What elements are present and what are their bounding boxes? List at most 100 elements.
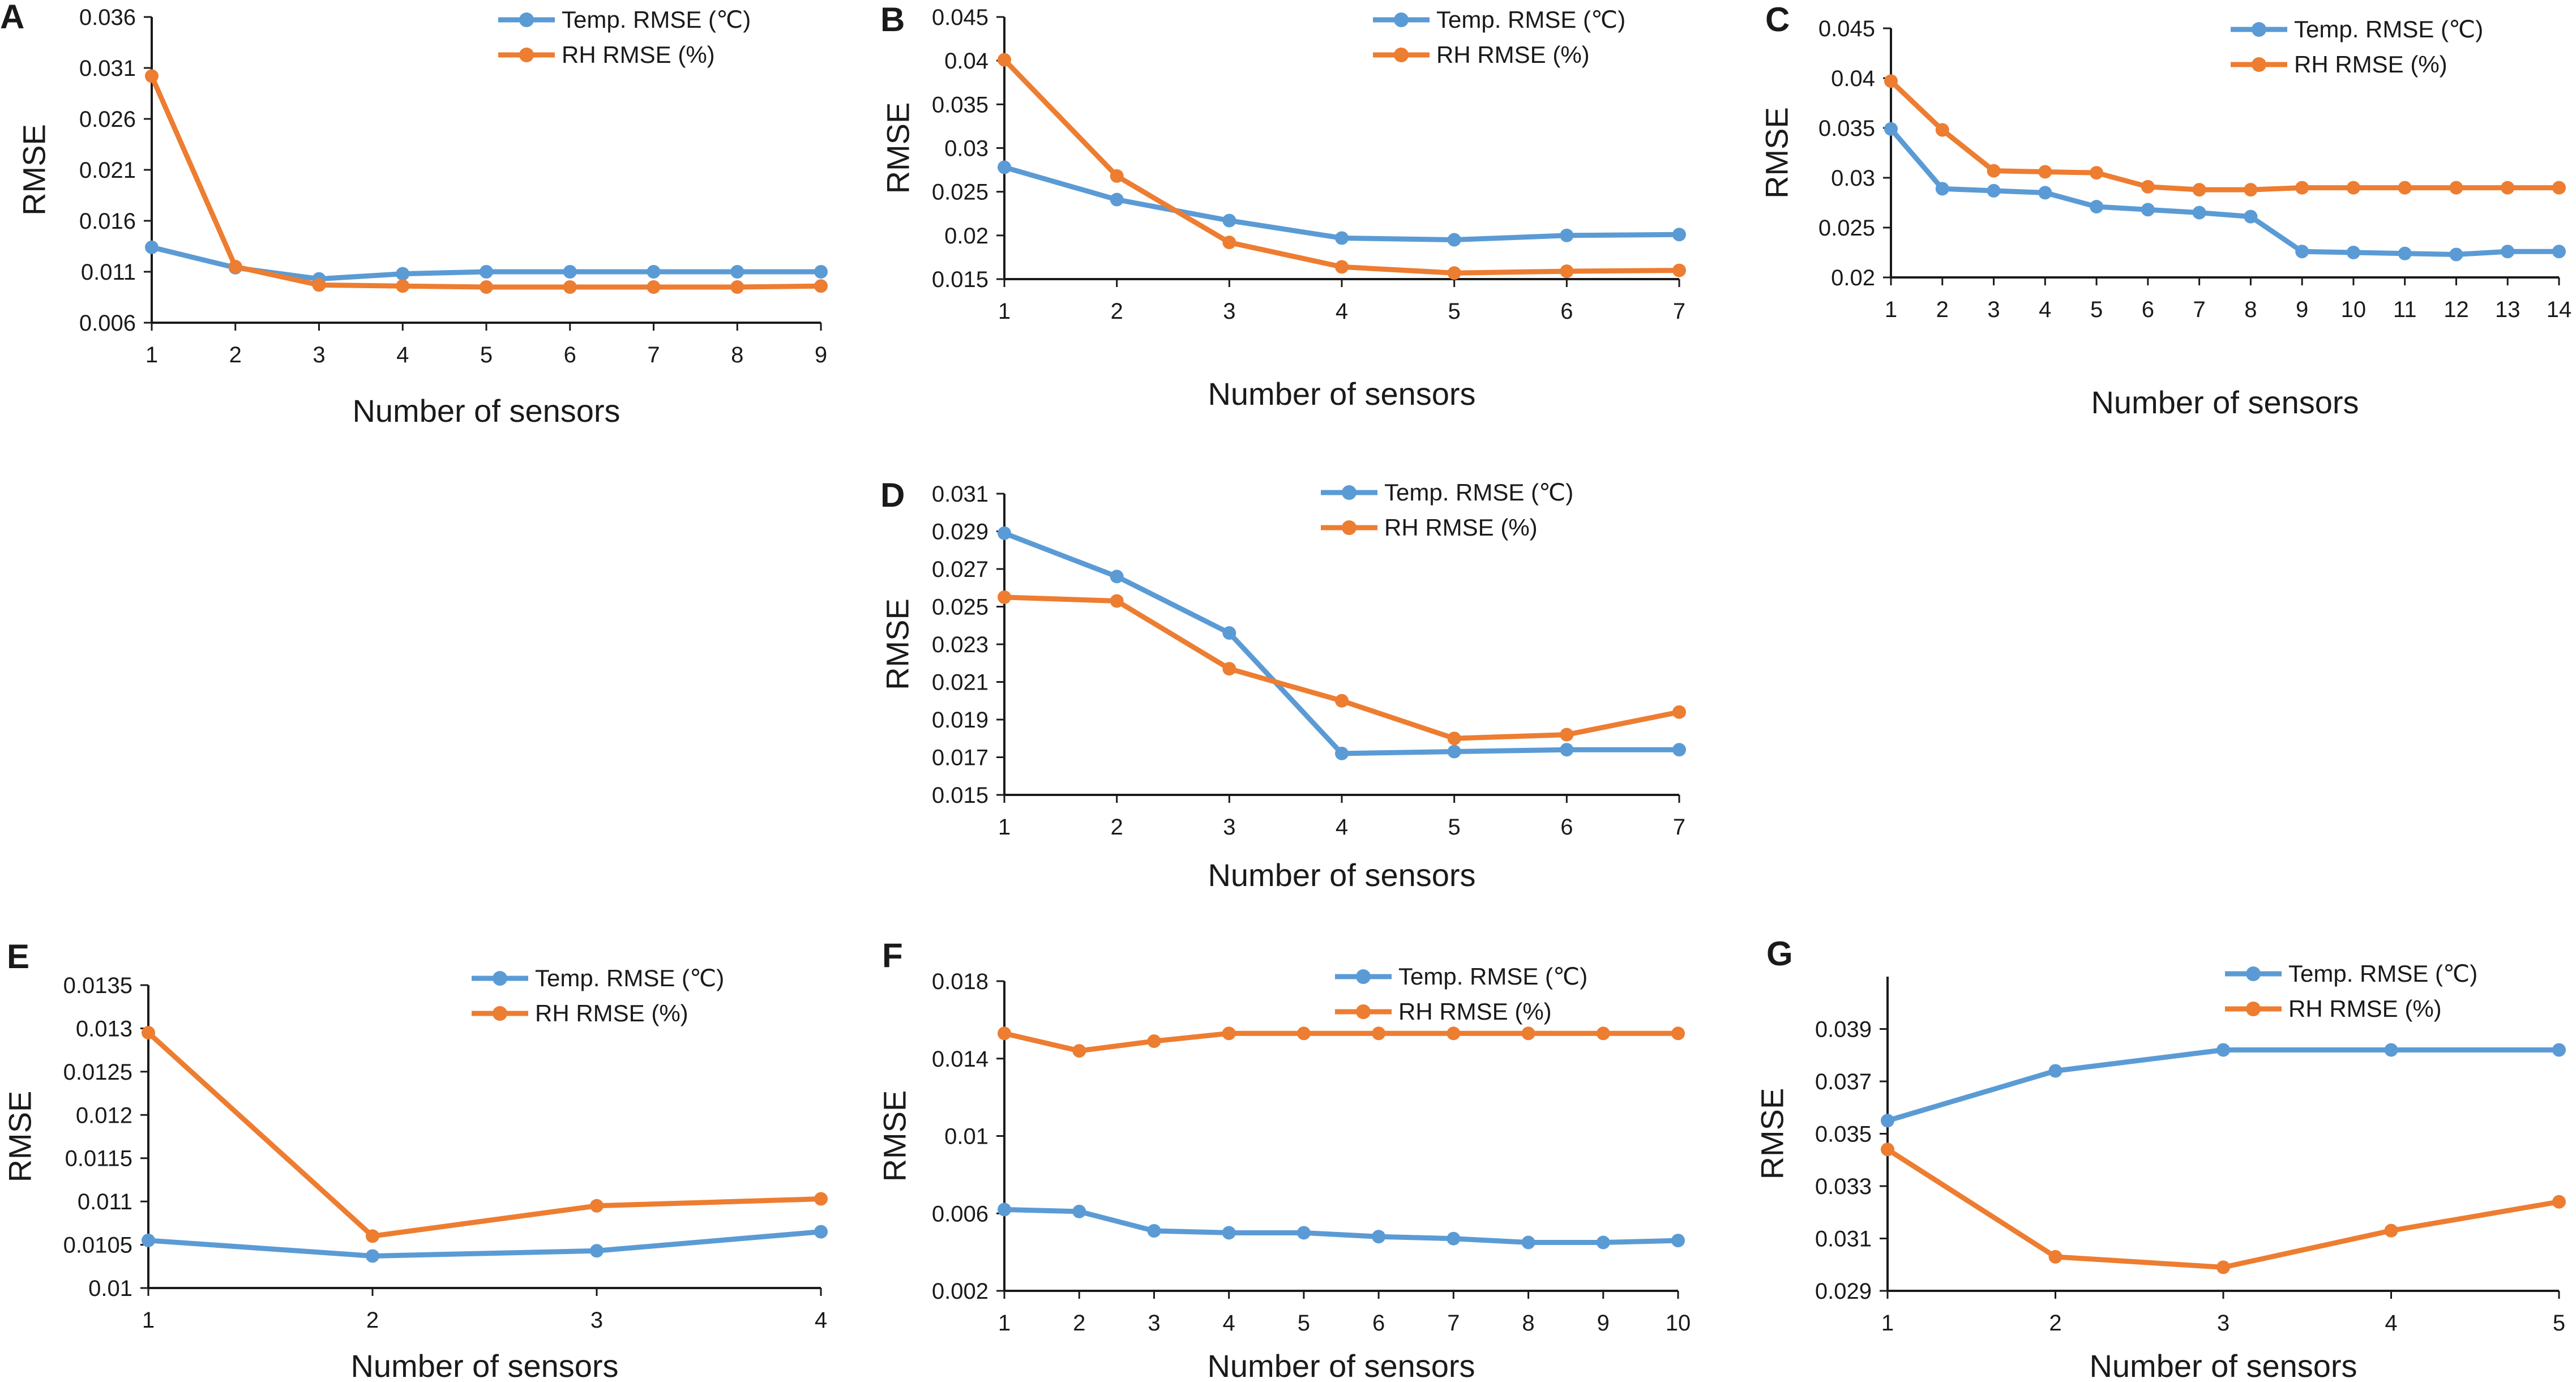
- series-line-temp: [1885, 1047, 2562, 1123]
- data-point-rh: [730, 280, 744, 294]
- legend-label-temp: Temp. RMSE (℃): [1436, 6, 1625, 33]
- series-line-rh: [149, 73, 824, 290]
- data-point-temp: [1884, 122, 1898, 136]
- x-tick-label: 5: [480, 343, 493, 367]
- data-point-temp: [1447, 233, 1461, 247]
- data-point-temp: [1372, 1230, 1386, 1244]
- y-tick-label: 0.011: [78, 1190, 132, 1214]
- data-point-rh: [814, 279, 828, 293]
- y-tick-label: 0.0105: [63, 1233, 132, 1258]
- legend-label-rh: RH RMSE (%): [1398, 998, 1552, 1025]
- data-point-temp: [998, 1203, 1011, 1217]
- y-tick-label: 0.039: [1815, 1017, 1872, 1042]
- panel-label-f: F: [882, 936, 903, 974]
- legend-label-temp: Temp. RMSE (℃): [2288, 960, 2477, 987]
- data-point-temp: [2398, 246, 2412, 260]
- y-tick-label: 0.025: [932, 180, 989, 205]
- y-tick-label: 0.02: [944, 224, 989, 249]
- y-tick-label: 0.033: [1815, 1174, 1872, 1199]
- data-point-rh: [2501, 181, 2515, 195]
- data-point-temp: [1072, 1204, 1086, 1218]
- panel-label-d: D: [880, 476, 905, 514]
- chart-panel-g: G 0.029 0.031 0.033 0.035 0.037 0.039 1 2 3 4 5 RMSE…: [1755, 935, 2566, 1382]
- series-line-temp: [146, 1229, 824, 1259]
- x-tick-label: 7: [1673, 299, 1685, 324]
- data-point-rh: [1222, 662, 1236, 676]
- data-point-rh: [1222, 236, 1236, 250]
- x-tick-label: 7: [647, 343, 660, 367]
- data-point-rh: [1296, 1026, 1311, 1041]
- x-tick-label: 5: [2553, 1311, 2565, 1336]
- data-point-rh: [998, 1026, 1011, 1041]
- data-point-temp: [1672, 228, 1686, 242]
- x-tick-label: 2: [366, 1308, 379, 1333]
- data-point-temp: [814, 1225, 828, 1239]
- series-line-rh: [146, 1030, 824, 1239]
- legend-label-temp: Temp. RMSE (℃): [2294, 16, 2483, 42]
- y-tick-label: 0.013: [76, 1016, 132, 1041]
- data-point-temp: [1335, 231, 1349, 245]
- data-point-rh: [2295, 181, 2309, 195]
- data-point-temp: [590, 1244, 604, 1258]
- x-tick-label: 6: [1372, 1311, 1385, 1336]
- x-tick-label: 9: [2296, 297, 2308, 322]
- y-tick-label: 0.037: [1815, 1069, 1872, 1094]
- data-point-temp: [2384, 1043, 2398, 1057]
- y-tick-label: 0.035: [932, 92, 989, 117]
- x-tick-label: 4: [1336, 815, 1348, 840]
- y-tick-label: 0.011: [81, 260, 136, 285]
- x-tick-label: 9: [1597, 1311, 1610, 1336]
- y-tick-label: 0.035: [1815, 1122, 1872, 1147]
- data-point-rh: [1447, 1026, 1461, 1041]
- legend-label-rh: RH RMSE (%): [562, 41, 715, 68]
- legend-label-temp: Temp. RMSE (℃): [1384, 479, 1573, 506]
- legend-marker-rh: [1356, 1004, 1371, 1019]
- x-tick-label: 3: [1987, 297, 2000, 322]
- data-point-temp: [730, 265, 744, 279]
- legend-label-temp: Temp. RMSE (℃): [535, 965, 724, 991]
- x-tick-label: 7: [2193, 297, 2205, 322]
- data-point-rh: [2090, 166, 2104, 180]
- series-line-temp: [1002, 164, 1682, 243]
- panel-label-c: C: [1765, 1, 1790, 38]
- y-tick-label: 0.04: [944, 49, 989, 74]
- x-tick-label: 3: [313, 343, 325, 367]
- y-tick-label: 0.029: [1815, 1279, 1872, 1304]
- chart-panel-b: B 0.015 0.02 0.025 0.03 0.035 0.04 0.045 1 2 3 4 5 6 7…: [880, 1, 1686, 412]
- data-point-temp: [142, 1233, 155, 1247]
- legend-label-rh: RH RMSE (%): [2294, 51, 2447, 78]
- data-point-temp: [1335, 746, 1349, 760]
- y-axis-title: RMSE: [1759, 107, 1795, 199]
- y-tick-label: 0.026: [79, 107, 136, 132]
- series-line-rh: [1888, 78, 2562, 192]
- data-point-rh: [2244, 183, 2258, 197]
- data-point-rh: [142, 1026, 155, 1040]
- series-line-rh: [1885, 1146, 2562, 1270]
- data-point-temp: [1521, 1235, 1535, 1250]
- y-tick-label: 0.035: [1818, 116, 1875, 141]
- data-point-rh: [1560, 264, 1574, 279]
- data-point-temp: [2038, 186, 2052, 200]
- y-tick-label: 0.025: [932, 595, 989, 620]
- y-axis-title: RMSE: [1755, 1088, 1790, 1180]
- data-point-rh: [145, 69, 159, 83]
- x-tick-label: 2: [1936, 297, 1949, 322]
- legend-label-temp: Temp. RMSE (℃): [1398, 963, 1587, 990]
- legend-label-rh: RH RMSE (%): [2288, 995, 2442, 1022]
- data-point-temp: [2449, 247, 2463, 262]
- x-tick-label: 6: [1560, 815, 1573, 840]
- data-point-temp: [2552, 1043, 2566, 1057]
- x-tick-label: 1: [1881, 1311, 1894, 1336]
- chart-panel-e: E 0.01 0.0105 0.011 0.0115 0.012 0.0125 0.013 0.…: [2, 938, 828, 1382]
- x-tick-label: 3: [1223, 299, 1235, 324]
- legend-marker-rh: [519, 48, 534, 62]
- x-tick-label: 11: [2393, 297, 2417, 322]
- data-point-temp: [366, 1249, 379, 1263]
- series-line-temp: [1002, 1206, 1681, 1246]
- x-tick-label: 5: [1448, 815, 1461, 840]
- data-point-temp: [1110, 192, 1124, 207]
- data-point-temp: [2244, 209, 2258, 224]
- data-point-rh: [312, 278, 326, 292]
- y-tick-label: 0.036: [79, 5, 136, 30]
- x-tick-label: 4: [2039, 297, 2051, 322]
